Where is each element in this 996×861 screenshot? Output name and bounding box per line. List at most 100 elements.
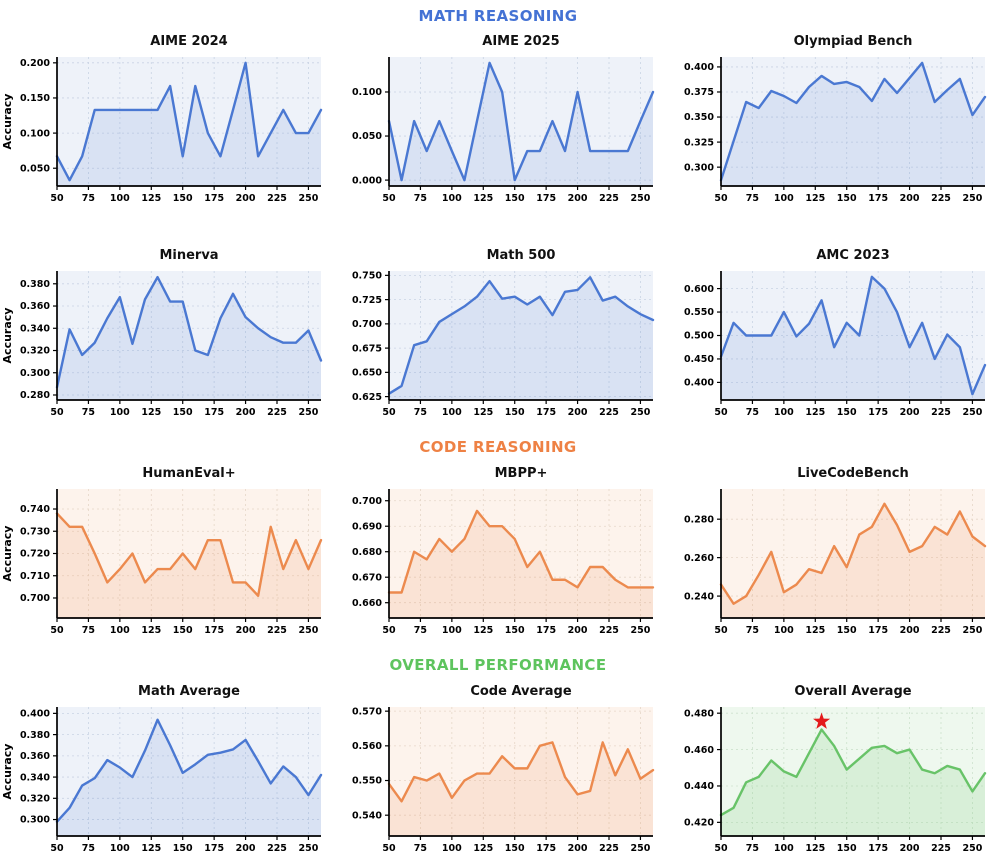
y-tick-label: 0.000 — [352, 175, 382, 186]
x-tick-label: 250 — [631, 193, 651, 204]
x-tick-label: 100 — [774, 407, 794, 418]
x-tick-label: 200 — [568, 843, 588, 854]
x-tick-label: 100 — [110, 843, 130, 854]
x-tick-label: 150 — [505, 193, 525, 204]
x-tick-label: 50 — [50, 843, 64, 854]
y-tick-label: 0.300 — [20, 368, 50, 379]
y-tick-label: 0.540 — [352, 810, 382, 821]
y-tick-label: 0.400 — [684, 378, 714, 389]
x-tick-label: 50 — [382, 843, 396, 854]
x-tick-label: 100 — [442, 407, 462, 418]
x-tick-label: 175 — [536, 407, 556, 418]
x-tick-label: 75 — [414, 843, 427, 854]
chart-title: LiveCodeBench — [797, 466, 909, 481]
x-tick-label: 150 — [837, 407, 857, 418]
x-tick-label: 100 — [110, 193, 130, 204]
line-plot: 0.400 0.450 0.500 0.550 0.600 50 75 100 125 150 17… — [684, 271, 987, 418]
series-line — [387, 741, 655, 803]
x-tick-label: 200 — [236, 625, 256, 636]
y-tick-label: 0.730 — [20, 526, 50, 537]
chart-aime-2025: AIME 2025 0.000 0.050 0.100 50 75 100 125 150 17… — [332, 31, 664, 211]
x-tick-label: 75 — [746, 407, 759, 418]
x-tick-label: 250 — [299, 843, 319, 854]
series-area — [721, 276, 985, 400]
series-area — [57, 513, 321, 618]
chart-math-500: Math 500 0.625 0.650 0.675 0.700 0.725 0.750 5… — [332, 245, 664, 425]
x-tick-label: 175 — [204, 193, 224, 204]
chart-amc-2023: AMC 2023 0.400 0.450 0.500 0.550 0.600 50 75 10… — [664, 245, 996, 425]
accuracy-axis-label: Accuracy — [1, 308, 14, 364]
x-tick-label: 200 — [900, 407, 920, 418]
x-tick-label: 50 — [382, 625, 396, 636]
y-tick-label: 0.360 — [20, 301, 50, 312]
x-tick-label: 200 — [900, 193, 920, 204]
accuracy-axis-label: Accuracy — [1, 526, 14, 582]
series-area — [389, 510, 653, 618]
x-tick-label: 100 — [774, 843, 794, 854]
series-line — [719, 61, 987, 182]
x-tick-label: 175 — [868, 843, 888, 854]
x-tick-label: 150 — [837, 625, 857, 636]
x-tick-label: 125 — [141, 625, 161, 636]
chart-overall-average: Overall Average 0.420 0.440 0.460 0.480 50 75… — [664, 681, 996, 861]
x-tick-label: 150 — [837, 193, 857, 204]
y-tick-label: 0.725 — [352, 295, 382, 306]
y-tick-label: 0.400 — [684, 62, 714, 73]
series-line — [719, 275, 987, 396]
y-tick-label: 0.380 — [20, 279, 50, 290]
y-tick-label: 0.650 — [352, 368, 382, 379]
x-tick-label: 175 — [868, 407, 888, 418]
y-tick-label: 0.260 — [684, 553, 714, 564]
x-tick-label: 125 — [141, 843, 161, 854]
accuracy-axis-label: Accuracy — [1, 744, 14, 800]
x-tick-label: 150 — [173, 193, 193, 204]
x-tick-label: 175 — [536, 625, 556, 636]
x-tick-label: 125 — [805, 625, 825, 636]
series-line — [719, 502, 987, 605]
x-tick-label: 75 — [414, 407, 427, 418]
chart-title: AIME 2024 — [150, 34, 228, 49]
line-plot: 0.540 0.550 0.560 0.570 50 75 100 125 150 175 200 2… — [352, 706, 655, 854]
series-line — [719, 728, 987, 817]
x-tick-label: 250 — [631, 407, 651, 418]
y-tick-label: 0.560 — [352, 741, 382, 752]
x-tick-label: 50 — [50, 193, 64, 204]
x-tick-label: 225 — [931, 843, 951, 854]
y-tick-label: 0.740 — [20, 504, 50, 515]
chart-title: AIME 2025 — [482, 34, 560, 49]
y-tick-label: 0.660 — [352, 598, 382, 609]
x-tick-label: 175 — [868, 193, 888, 204]
x-tick-label: 150 — [173, 407, 193, 418]
series-area — [721, 503, 985, 618]
x-tick-label: 100 — [774, 193, 794, 204]
x-tick-label: 250 — [963, 407, 983, 418]
x-tick-label: 150 — [505, 407, 525, 418]
x-tick-label: 50 — [714, 625, 728, 636]
y-tick-label: 0.550 — [352, 776, 382, 787]
best-checkpoint-star-icon — [813, 712, 831, 729]
x-tick-label: 250 — [299, 407, 319, 418]
x-tick-label: 225 — [267, 625, 287, 636]
x-tick-label: 150 — [505, 625, 525, 636]
x-tick-label: 225 — [931, 407, 951, 418]
x-tick-label: 250 — [631, 625, 651, 636]
x-tick-label: 200 — [236, 193, 256, 204]
chart-title: HumanEval+ — [142, 466, 236, 481]
series-line — [55, 275, 323, 389]
line-plot: 0.660 0.670 0.680 0.690 0.700 50 75 100 125 150 17… — [352, 489, 655, 636]
x-tick-label: 200 — [900, 843, 920, 854]
x-tick-label: 200 — [568, 625, 588, 636]
x-tick-label: 225 — [267, 843, 287, 854]
x-tick-label: 50 — [50, 625, 64, 636]
y-tick-label: 0.360 — [20, 751, 50, 762]
chart-title: Code Average — [470, 684, 572, 699]
series-line — [387, 509, 655, 594]
x-tick-label: 50 — [714, 843, 728, 854]
x-tick-label: 75 — [746, 625, 759, 636]
x-tick-label: 200 — [236, 407, 256, 418]
math-charts-row-1: AIME 2024 0.050 0.100 0.150 0.200 50 75 100 125… — [0, 31, 996, 211]
series-line — [55, 718, 323, 823]
line-plot: 0.240 0.260 0.280 50 75 100 125 150 175 200 225 250 — [684, 489, 987, 636]
y-tick-label: 0.320 — [20, 346, 50, 357]
